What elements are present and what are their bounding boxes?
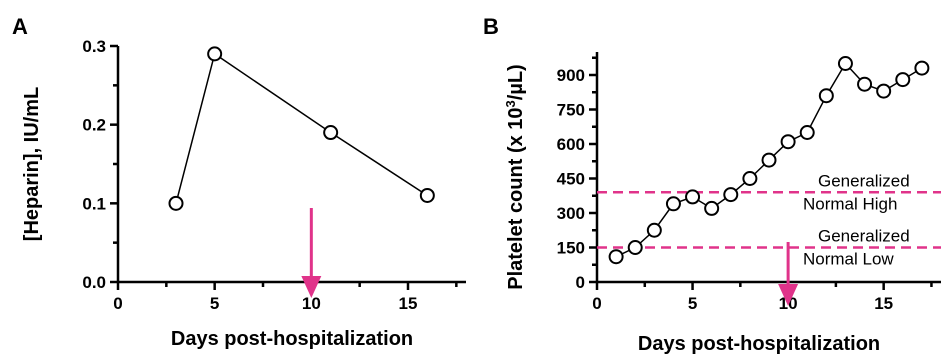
panel-b-data-point	[895, 72, 911, 88]
panel-b-data-point	[914, 60, 930, 76]
panel-a-x-tick-label: 5	[210, 294, 219, 313]
panel-b-data-point	[761, 152, 777, 168]
panel-b-reference-label-bottom-1: Normal Low	[803, 250, 894, 269]
panel-b-x-axis-title: Days post-hospitalization	[638, 333, 880, 355]
panel-b-y-axis-title: Platelet count (x 103/µL)	[503, 64, 528, 289]
panel-a: A 0 5 10 15 0.0 0.1 0.2 0.3 Days post-hospitali…	[12, 14, 466, 350]
panel-b-data-point	[627, 240, 643, 255]
panel-a-letter: A	[12, 14, 28, 39]
panel-b-data-point	[799, 125, 815, 140]
panel-b-data-point	[665, 196, 681, 212]
panel-b-data-point	[780, 134, 796, 150]
panel-a-y-tick-label: 0.3	[82, 37, 106, 56]
panel-b-data-point	[646, 222, 662, 238]
panel-b-y-axis-title-part2: /µL)	[505, 64, 527, 100]
panel-b-y-tick-label: 600	[557, 135, 585, 154]
panel-b-data-point	[685, 189, 701, 205]
panel-a-data-point	[323, 125, 339, 141]
panel-a-arrow-head	[301, 276, 322, 298]
panel-a-data-point	[168, 195, 184, 211]
panel-a-y-tick-label: 0.0	[82, 273, 106, 292]
panel-a-y-tick-label: 0.2	[82, 116, 106, 135]
panel-a-data-point	[207, 46, 223, 62]
panel-b-reference-label-top-0: Generalized	[818, 171, 910, 190]
panel-b-letter: B	[483, 14, 499, 39]
panel-a-x-tick-label: 0	[113, 294, 122, 313]
panel-b-data-point	[742, 171, 758, 186]
panel-a-x-tick-label: 15	[399, 294, 418, 313]
panel-b-x-tick-label: 0	[592, 294, 601, 313]
panel-b-reference-label-bottom-0: Normal High	[803, 194, 897, 213]
panel-b-y-tick-label: 450	[557, 170, 585, 189]
panel-b-y-axis-title-part1: Platelet count (x 10	[505, 107, 527, 289]
panel-a-data-point	[419, 187, 435, 203]
panel-b-y-tick-label: 750	[557, 101, 585, 120]
panel-a-series-line	[175, 52, 428, 204]
panel-b-data-point	[837, 56, 853, 71]
panel-b-y-tick-label: 0	[576, 273, 585, 292]
panel-b-data-point	[876, 83, 892, 99]
panel-b-arrow-head	[778, 284, 799, 306]
panel-a-x-axis-title: Days post-hospitalization	[171, 328, 413, 350]
panel-b-x-tick-label: 5	[688, 294, 697, 313]
panel-b-reference-label-top-1: Generalized	[818, 227, 910, 246]
panel-b-data-point	[857, 76, 873, 92]
panel-a-y-tick-label: 0.1	[82, 194, 106, 213]
panel-b-y-tick-label: 150	[557, 239, 585, 258]
panel-b-y-tick-label: 900	[557, 66, 585, 85]
panel-b-x-tick-label: 15	[874, 294, 893, 313]
panel-b: B 0510150150300450600750900 GeneralizedN…	[483, 14, 941, 355]
panel-b-data-point	[723, 187, 739, 203]
panel-a-x-tick-label: 10	[302, 294, 321, 313]
panel-b-y-tick-label: 300	[557, 204, 585, 223]
panel-b-y-axis-title-sup: 3	[503, 100, 518, 107]
panel-b-data-point	[818, 88, 834, 104]
panel-a-y-axis-title: [Heparin], IU/mL	[21, 87, 43, 241]
panel-b-data-point	[608, 249, 624, 265]
panel-b-data-point	[704, 200, 720, 216]
